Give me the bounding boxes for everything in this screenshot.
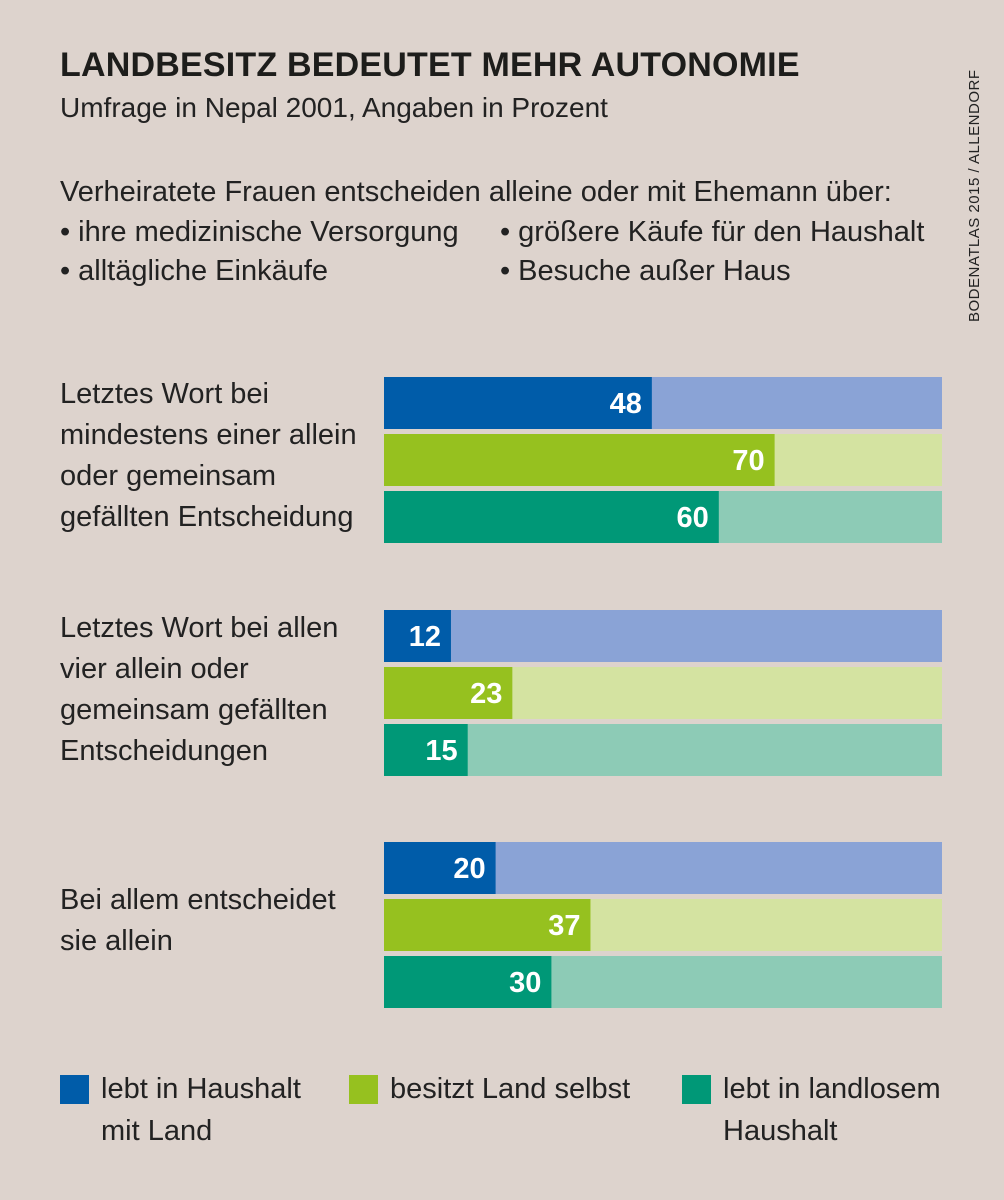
bar-value-label: 15 [425, 735, 457, 767]
legend-item-landloser-haushalt: lebt in landlosem Haushalt [682, 1072, 963, 1152]
bar-value-label: 23 [470, 678, 502, 710]
bar-value-label: 30 [509, 967, 541, 999]
legend-item-haushalt-mit-land: lebt in Haushalt mit Land [60, 1072, 331, 1152]
category-label-3: Bei allem entscheidet sie allein [60, 884, 336, 957]
bar-3-group-1 [384, 491, 719, 543]
bar-value-label: 48 [610, 388, 642, 420]
legend-label: lebt in Haushalt mit Land [101, 1073, 301, 1147]
legend-swatch [349, 1075, 378, 1104]
category-label-2: Letztes Wort bei allen vier allein oder … [60, 612, 339, 767]
legend-label: lebt in landlosem Haushalt [723, 1073, 941, 1147]
bar-3-group-2 [384, 724, 468, 776]
chart-title: LANDBESITZ BEDEUTET MEHR AUTONOMIE [60, 46, 800, 84]
bullet-text: ihre medizinische Versorgung [78, 216, 459, 248]
bar-remainder [384, 724, 942, 776]
bullet-item: • Besuche außer Haus [500, 255, 791, 287]
bullet-text: alltägliche Einkäufe [78, 255, 329, 287]
bar-value-label: 12 [409, 621, 441, 653]
bar-1-group-1 [384, 377, 652, 429]
bar-value-label: 37 [548, 910, 580, 942]
bullet-item: • ihre medizinische Versorgung [60, 216, 459, 248]
bullet-item: • alltägliche Einkäufe [60, 255, 329, 287]
bar-value-label: 20 [453, 853, 485, 885]
bar-2-group-2 [384, 667, 513, 719]
bullet-text: größere Käufe für den Haushalt [518, 216, 925, 248]
bar-1-group-2 [384, 610, 451, 662]
bar-2-group-1 [384, 434, 775, 486]
bar-1-group-3 [384, 842, 496, 894]
legend-label: besitzt Land selbst [390, 1073, 631, 1105]
bullet-text: Besuche außer Haus [518, 255, 791, 287]
category-label-1: Letztes Wort bei mindestens einer allein… [60, 378, 357, 533]
bar-3-group-3 [384, 956, 552, 1008]
legend-swatch [60, 1075, 89, 1104]
chart-subtitle: Umfrage in Nepal 2001, Angaben in Prozen… [60, 92, 608, 123]
bar-value-label: 60 [677, 502, 709, 534]
intro-text: Verheiratete Frauen entscheiden alleine … [60, 176, 892, 208]
legend-swatch [682, 1075, 711, 1104]
bar-2-group-3 [384, 899, 591, 951]
bullet-item: • größere Käufe für den Haushalt [500, 216, 925, 248]
bar-remainder [384, 610, 942, 662]
bullet-list: • ihre medizinische Versorgung • größere K… [60, 216, 950, 288]
legend-item-besitzt-land: besitzt Land selbst [349, 1072, 680, 1110]
bar-value-label: 70 [732, 445, 764, 477]
